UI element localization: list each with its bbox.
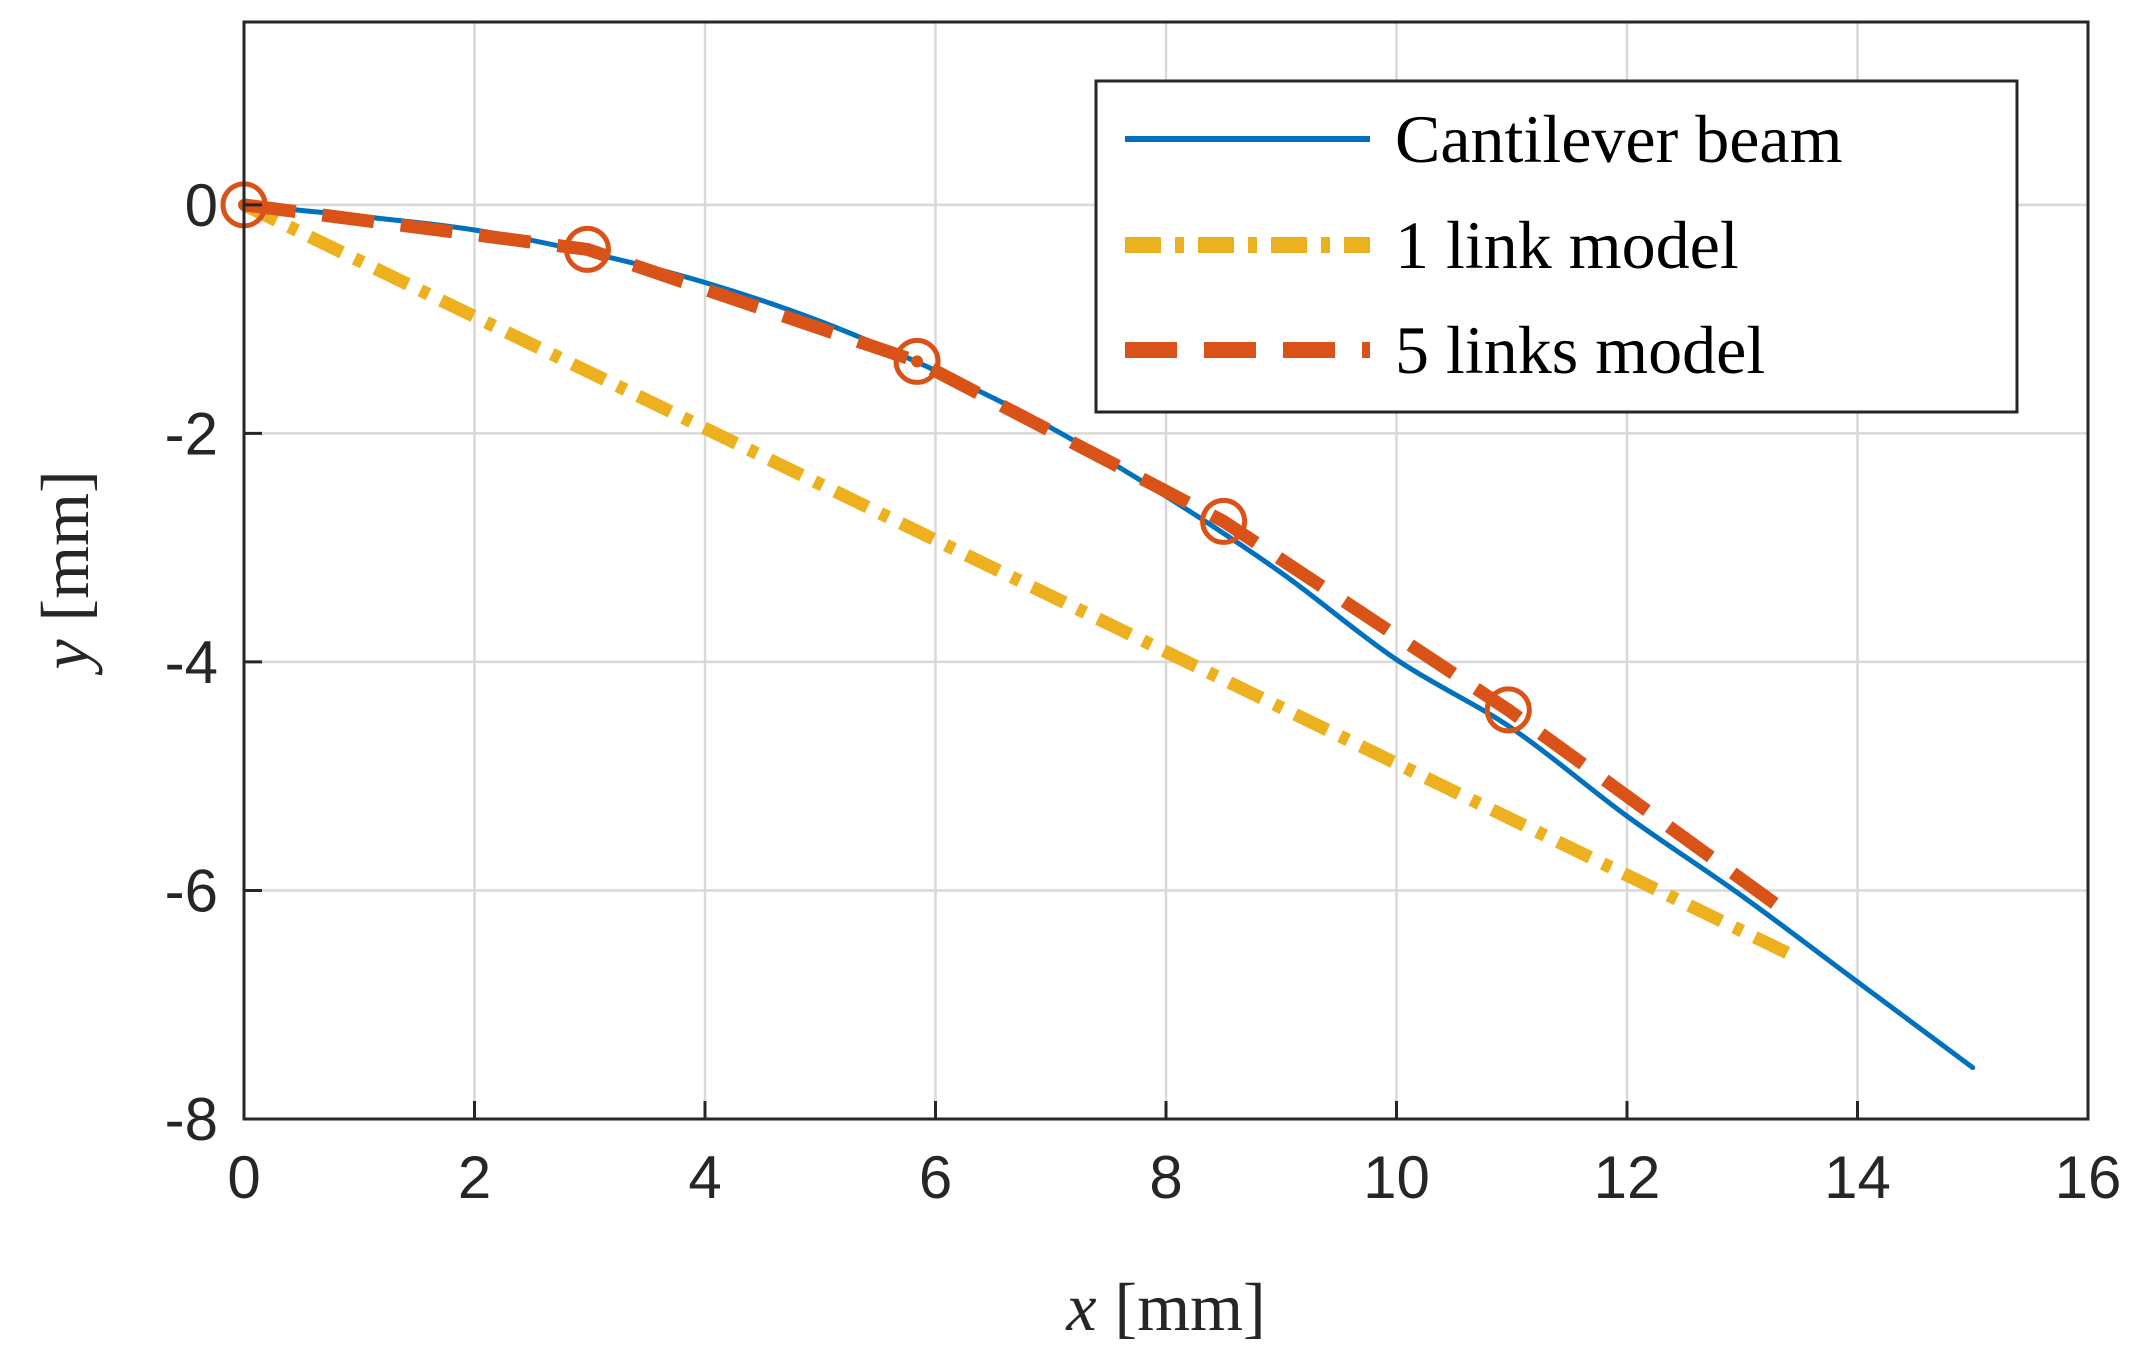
joint-marker-3: [893, 337, 941, 385]
y-axis-label-unit: [mm]: [27, 470, 103, 621]
series-line-1-link-model: [241, 198, 1803, 965]
series-layer: [241, 198, 1976, 1071]
x-tick-label-16: 16: [2055, 1144, 2122, 1211]
x-axis-label: x [mm]: [1065, 1269, 1265, 1345]
joint-marker-5: [1484, 686, 1532, 734]
y-tick-labels: 0 -2 -4 -6 -8: [165, 172, 218, 1153]
x-tick-label-10: 10: [1363, 1144, 1430, 1211]
legend-label-5-links-model: 5 links model: [1395, 312, 1765, 388]
x-tick-label-8: 8: [1149, 1144, 1182, 1211]
x-tick-label-12: 12: [1594, 1144, 1661, 1211]
x-tick-label-2: 2: [458, 1144, 491, 1211]
y-tick-label-4: -4: [165, 629, 218, 696]
y-tick-label-8: -8: [165, 1086, 218, 1153]
x-tick-label-0: 0: [227, 1144, 260, 1211]
joint-marker-4: [1200, 497, 1248, 545]
joint-marker-center-4: [1217, 515, 1230, 528]
y-tick-label-6: -6: [165, 857, 218, 924]
x-tick-label-6: 6: [919, 1144, 952, 1211]
x-tick-label-4: 4: [688, 1144, 721, 1211]
x-tick-label-14: 14: [1824, 1144, 1891, 1211]
y-axis-label-var: y: [27, 639, 103, 676]
series-line-cantilever-beam: [241, 202, 1976, 1071]
legend: Cantilever beam 1 link model 5 links mod…: [1094, 79, 2019, 414]
joint-marker-2: [563, 225, 611, 273]
legend-label-cantilever-beam: Cantilever beam: [1395, 101, 1842, 177]
x-axis-label-var: x: [1065, 1269, 1096, 1345]
series-line-5-links-model: [243, 198, 1793, 919]
tick-marks: [242, 203, 2090, 1121]
legend-label-1-link-model: 1 link model: [1395, 207, 1739, 283]
y-axis-label: y [mm]: [27, 470, 103, 675]
y-tick-label-2: -2: [165, 400, 218, 467]
joint-marker-center-3: [911, 355, 924, 368]
x-axis-label-unit: [mm]: [1115, 1269, 1266, 1345]
y-tick-label-0: 0: [185, 172, 218, 239]
joint-marker-center-2: [581, 243, 594, 256]
joint-marker-center-5: [1502, 703, 1515, 716]
x-tick-labels: 0 2 4 6 8 10 12 14 16: [227, 1144, 2121, 1211]
